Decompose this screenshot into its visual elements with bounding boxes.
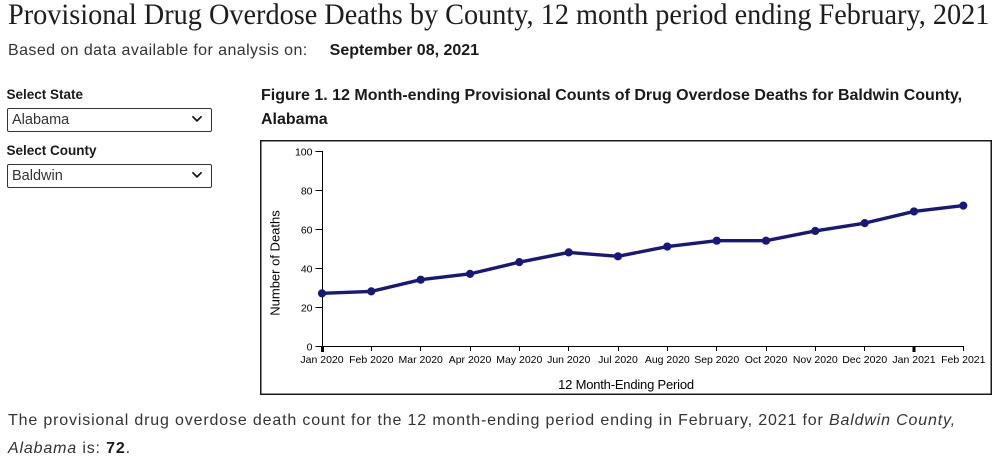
- svg-text:Mar 2020: Mar 2020: [399, 354, 444, 366]
- svg-text:Feb 2021: Feb 2021: [941, 354, 986, 366]
- svg-text:Jan 2020: Jan 2020: [300, 354, 343, 366]
- svg-text:80: 80: [301, 185, 313, 197]
- svg-text:Sep 2020: Sep 2020: [694, 354, 739, 366]
- svg-text:Aug 2020: Aug 2020: [645, 354, 690, 366]
- svg-text:60: 60: [301, 224, 313, 236]
- svg-text:Number of Deaths: Number of Deaths: [268, 210, 283, 316]
- svg-text:20: 20: [301, 302, 313, 314]
- svg-text:Oct 2020: Oct 2020: [745, 354, 788, 366]
- svg-text:Jul 2020: Jul 2020: [598, 354, 638, 366]
- svg-text:Apr 2020: Apr 2020: [449, 354, 492, 366]
- svg-text:May 2020: May 2020: [496, 354, 542, 366]
- svg-text:Jun 2020: Jun 2020: [547, 354, 590, 366]
- svg-text:12 Month-Ending Period: 12 Month-Ending Period: [558, 377, 694, 392]
- svg-text:Nov 2020: Nov 2020: [793, 354, 838, 366]
- svg-text:100: 100: [295, 146, 313, 158]
- svg-text:Feb 2020: Feb 2020: [349, 354, 394, 366]
- svg-text:40: 40: [301, 263, 313, 275]
- svg-text:0: 0: [307, 341, 313, 353]
- svg-text:Dec 2020: Dec 2020: [842, 354, 887, 366]
- svg-text:Jan 2021: Jan 2021: [892, 354, 935, 366]
